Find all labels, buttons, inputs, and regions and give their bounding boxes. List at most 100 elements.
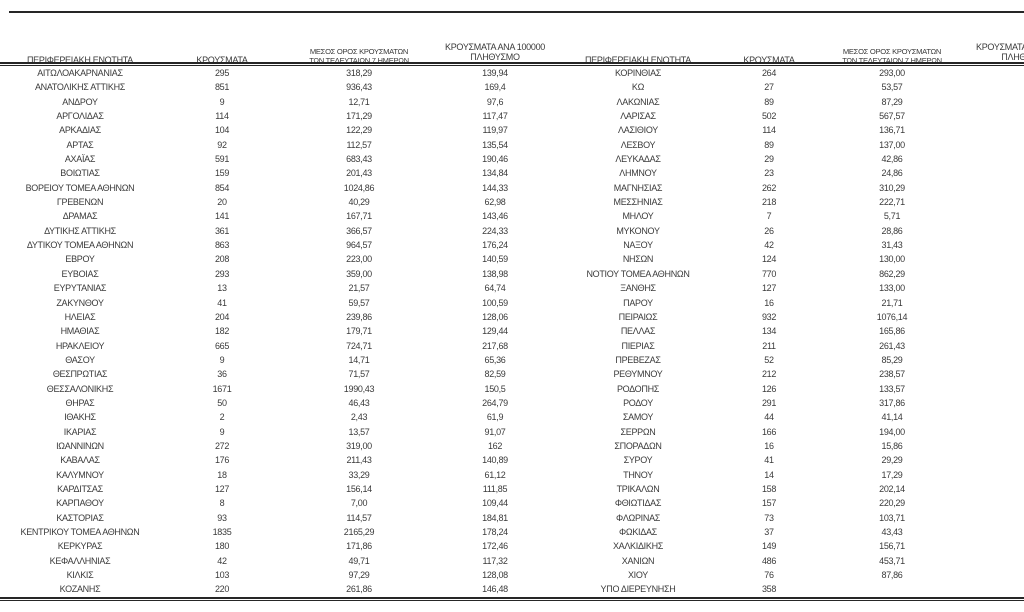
region-cell: ΘΗΡΑΣ bbox=[65, 397, 95, 408]
table-header-row: ΠΕΡΙΦΕΡΕΙΑΚΗ ΕΝΟΤΗΤΑ ΚΡΟΥΣΜΑΤΑ ΜΕΣΟΣ ΟΡΟ… bbox=[0, 33, 1024, 65]
cases-cell: 127 bbox=[761, 283, 777, 294]
cases-cell: 127 bbox=[214, 483, 230, 494]
avg7-cell: 103,71 bbox=[879, 512, 905, 523]
header-cases-left-label: ΚΡΟΥΣΜΑΤΑ bbox=[196, 55, 248, 65]
region-cell: ΣΥΡΟΥ bbox=[623, 455, 653, 466]
region-cell: ΗΛΕΙΑΣ bbox=[64, 311, 96, 322]
header-cases-left: ΚΡΟΥΣΜΑΤΑ bbox=[160, 36, 284, 65]
region-cell: ΛΕΣΒΟΥ bbox=[620, 139, 656, 150]
per100k-cell: 190,46 bbox=[482, 154, 508, 165]
region-cell: ΛΑΣΙΘΙΟΥ bbox=[618, 125, 658, 136]
header-per100k-left-line2: ΠΛΗΘΥΣΜΟ bbox=[470, 52, 520, 62]
region-cell: ΚΑΣΤΟΡΙΑΣ bbox=[56, 512, 104, 523]
region-cell: ΚΑΡΠΑΘΟΥ bbox=[56, 498, 104, 509]
avg7-cell: 239,86 bbox=[346, 311, 372, 322]
avg7-cell: 14,71 bbox=[348, 354, 370, 365]
header-avg7-left-line2: ΤΩΝ ΤΕΛΕΥΤΑΙΩΝ 7 ΗΜΕΡΩΝ bbox=[309, 56, 409, 65]
avg7-cell: 156,71 bbox=[879, 541, 905, 552]
region-cell: ΛΑΡΙΣΑΣ bbox=[620, 111, 656, 122]
per100k-cell: 119,97 bbox=[482, 125, 508, 136]
header-avg7-right-line1: ΜΕΣΟΣ ΟΡΟΣ ΚΡΟΥΣΜΑΤΩΝ bbox=[842, 47, 942, 56]
region-cell: ΗΜΑΘΙΑΣ bbox=[60, 326, 100, 337]
avg7-cell: 1990,43 bbox=[343, 383, 375, 394]
cases-cell: 264 bbox=[761, 68, 777, 78]
cases-cell: 293 bbox=[214, 268, 230, 279]
per100k-cell: 61,9 bbox=[486, 412, 504, 423]
cases-cell: 295 bbox=[214, 68, 230, 78]
bottom-border-rule bbox=[0, 597, 1024, 601]
avg7-cell: 114,57 bbox=[346, 512, 372, 523]
avg7-cell: 201,43 bbox=[346, 168, 372, 179]
avg7-cell: 122,29 bbox=[346, 125, 372, 136]
per100k-cell: 111,85 bbox=[482, 483, 508, 494]
region-cell: ΠΑΡΟΥ bbox=[623, 297, 653, 308]
per100k-cell: 264,79 bbox=[482, 397, 508, 408]
region-cell: ΔΡΑΜΑΣ bbox=[62, 211, 98, 222]
cases-cell: 1835 bbox=[212, 527, 232, 537]
per100k-cell: 134,84 bbox=[482, 168, 508, 179]
per100k-cell bbox=[966, 468, 1024, 482]
cases-cell: 114 bbox=[762, 125, 776, 136]
per100k-cell: 139,94 bbox=[482, 68, 508, 78]
header-region-right: ΠΕΡΙΦΕΡΕΙΑΚΗ ΕΝΟΤΗΤΑ bbox=[556, 36, 720, 65]
region-cell: ΕΥΒΟΙΑΣ bbox=[61, 268, 99, 279]
region-cell: ΚΕΝΤΡΙΚΟΥ ΤΟΜΕΑ ΑΘΗΝΩΝ bbox=[20, 527, 140, 537]
region-cell: ΞΑΝΘΗΣ bbox=[620, 283, 656, 294]
header-avg7-left-line1: ΜΕΣΟΣ ΟΡΟΣ ΚΡΟΥΣΜΑΤΩΝ bbox=[309, 47, 409, 56]
region-cell: ΚΑΛΥΜΝΟΥ bbox=[56, 469, 104, 480]
per100k-cell bbox=[966, 410, 1024, 424]
per100k-cell bbox=[966, 123, 1024, 137]
region-cell: ΝΗΣΩΝ bbox=[622, 254, 654, 265]
header-avg7-right-line2: ΤΩΝ ΤΕΛΕΥΤΑΙΩΝ 7 ΗΜΕΡΩΝ bbox=[842, 56, 942, 65]
cases-cell: 29 bbox=[764, 154, 774, 165]
cases-cell: 18 bbox=[217, 469, 227, 480]
region-cell: ΛΑΚΩΝΙΑΣ bbox=[616, 96, 660, 107]
per100k-cell: 144,33 bbox=[482, 182, 508, 193]
region-cell: ΤΗΝΟΥ bbox=[623, 469, 653, 480]
cases-cell: 591 bbox=[214, 154, 230, 165]
region-cell: ΔΥΤΙΚΟΥ ΤΟΜΕΑ ΑΘΗΝΩΝ bbox=[26, 240, 134, 251]
avg7-cell: 136,71 bbox=[879, 125, 905, 136]
per100k-cell: 162 bbox=[487, 440, 503, 451]
cases-cell: 863 bbox=[214, 240, 230, 251]
per100k-cell bbox=[966, 511, 1024, 525]
header-avg7-left: ΜΕΣΟΣ ΟΡΟΣ ΚΡΟΥΣΜΑΤΩΝ ΤΩΝ ΤΕΛΕΥΤΑΙΩΝ 7 Η… bbox=[284, 36, 434, 65]
region-cell: ΠΕΛΛΑΣ bbox=[620, 326, 656, 337]
region-cell: ΦΘΙΩΤΙΔΑΣ bbox=[614, 498, 662, 509]
avg7-cell: 167,71 bbox=[346, 211, 372, 222]
cases-cell: 44 bbox=[764, 412, 774, 423]
avg7-cell: 85,29 bbox=[881, 354, 903, 365]
per100k-cell: 117,32 bbox=[482, 555, 508, 566]
region-cell: ΑΡΓΟΛΙΔΑΣ bbox=[56, 111, 104, 122]
per100k-cell bbox=[966, 238, 1024, 252]
region-cell: ΑΙΤΩΛΟΑΚΑΡΝΑΝΙΑΣ bbox=[37, 68, 123, 78]
avg7-cell: 319,00 bbox=[346, 440, 372, 451]
region-cell: ΡΟΔΟΠΗΣ bbox=[616, 383, 660, 394]
region-cell: ΑΝΑΤΟΛΙΚΗΣ ΑΤΤΙΚΗΣ bbox=[34, 82, 126, 93]
region-cell: ΧΑΝΙΩΝ bbox=[621, 555, 655, 566]
cases-cell: 23 bbox=[764, 168, 774, 179]
avg7-cell: 71,57 bbox=[348, 369, 370, 380]
region-cell: ΦΛΩΡΙΝΑΣ bbox=[615, 512, 661, 523]
avg7-cell: 21,57 bbox=[348, 283, 370, 294]
cases-cell: 76 bbox=[764, 570, 774, 581]
region-cell: ΝΟΤΙΟΥ ΤΟΜΕΑ ΑΘΗΝΩΝ bbox=[586, 268, 690, 279]
cases-cell: 134 bbox=[761, 326, 777, 337]
per100k-cell bbox=[966, 324, 1024, 338]
avg7-cell: 222,71 bbox=[879, 197, 905, 208]
avg7-cell: 165,86 bbox=[879, 326, 905, 337]
per100k-cell bbox=[966, 582, 1024, 596]
avg7-cell: 317,86 bbox=[879, 397, 905, 408]
region-cell: ΛΕΥΚΑΔΑΣ bbox=[615, 154, 661, 165]
table-body: ΑΙΤΩΛΟΑΚΑΡΝΑΝΙΑΣ 295 318,29 139,94 ΚΟΡΙΝΘΙΑΣ… bbox=[0, 66, 1024, 597]
avg7-cell: 29,29 bbox=[881, 455, 903, 466]
per100k-cell: 135,54 bbox=[482, 139, 508, 150]
cases-cell: 272 bbox=[214, 440, 230, 451]
per100k-cell bbox=[966, 496, 1024, 510]
region-cell: ΣΑΜΟΥ bbox=[622, 412, 654, 423]
avg7-cell: 46,43 bbox=[348, 397, 370, 408]
avg7-cell: 13,57 bbox=[348, 426, 370, 437]
avg7-cell: 49,71 bbox=[348, 555, 370, 566]
region-cell: ΚΙΛΚΙΣ bbox=[66, 570, 94, 581]
region-cell: ΘΕΣΠΡΩΤΙΑΣ bbox=[52, 369, 108, 380]
